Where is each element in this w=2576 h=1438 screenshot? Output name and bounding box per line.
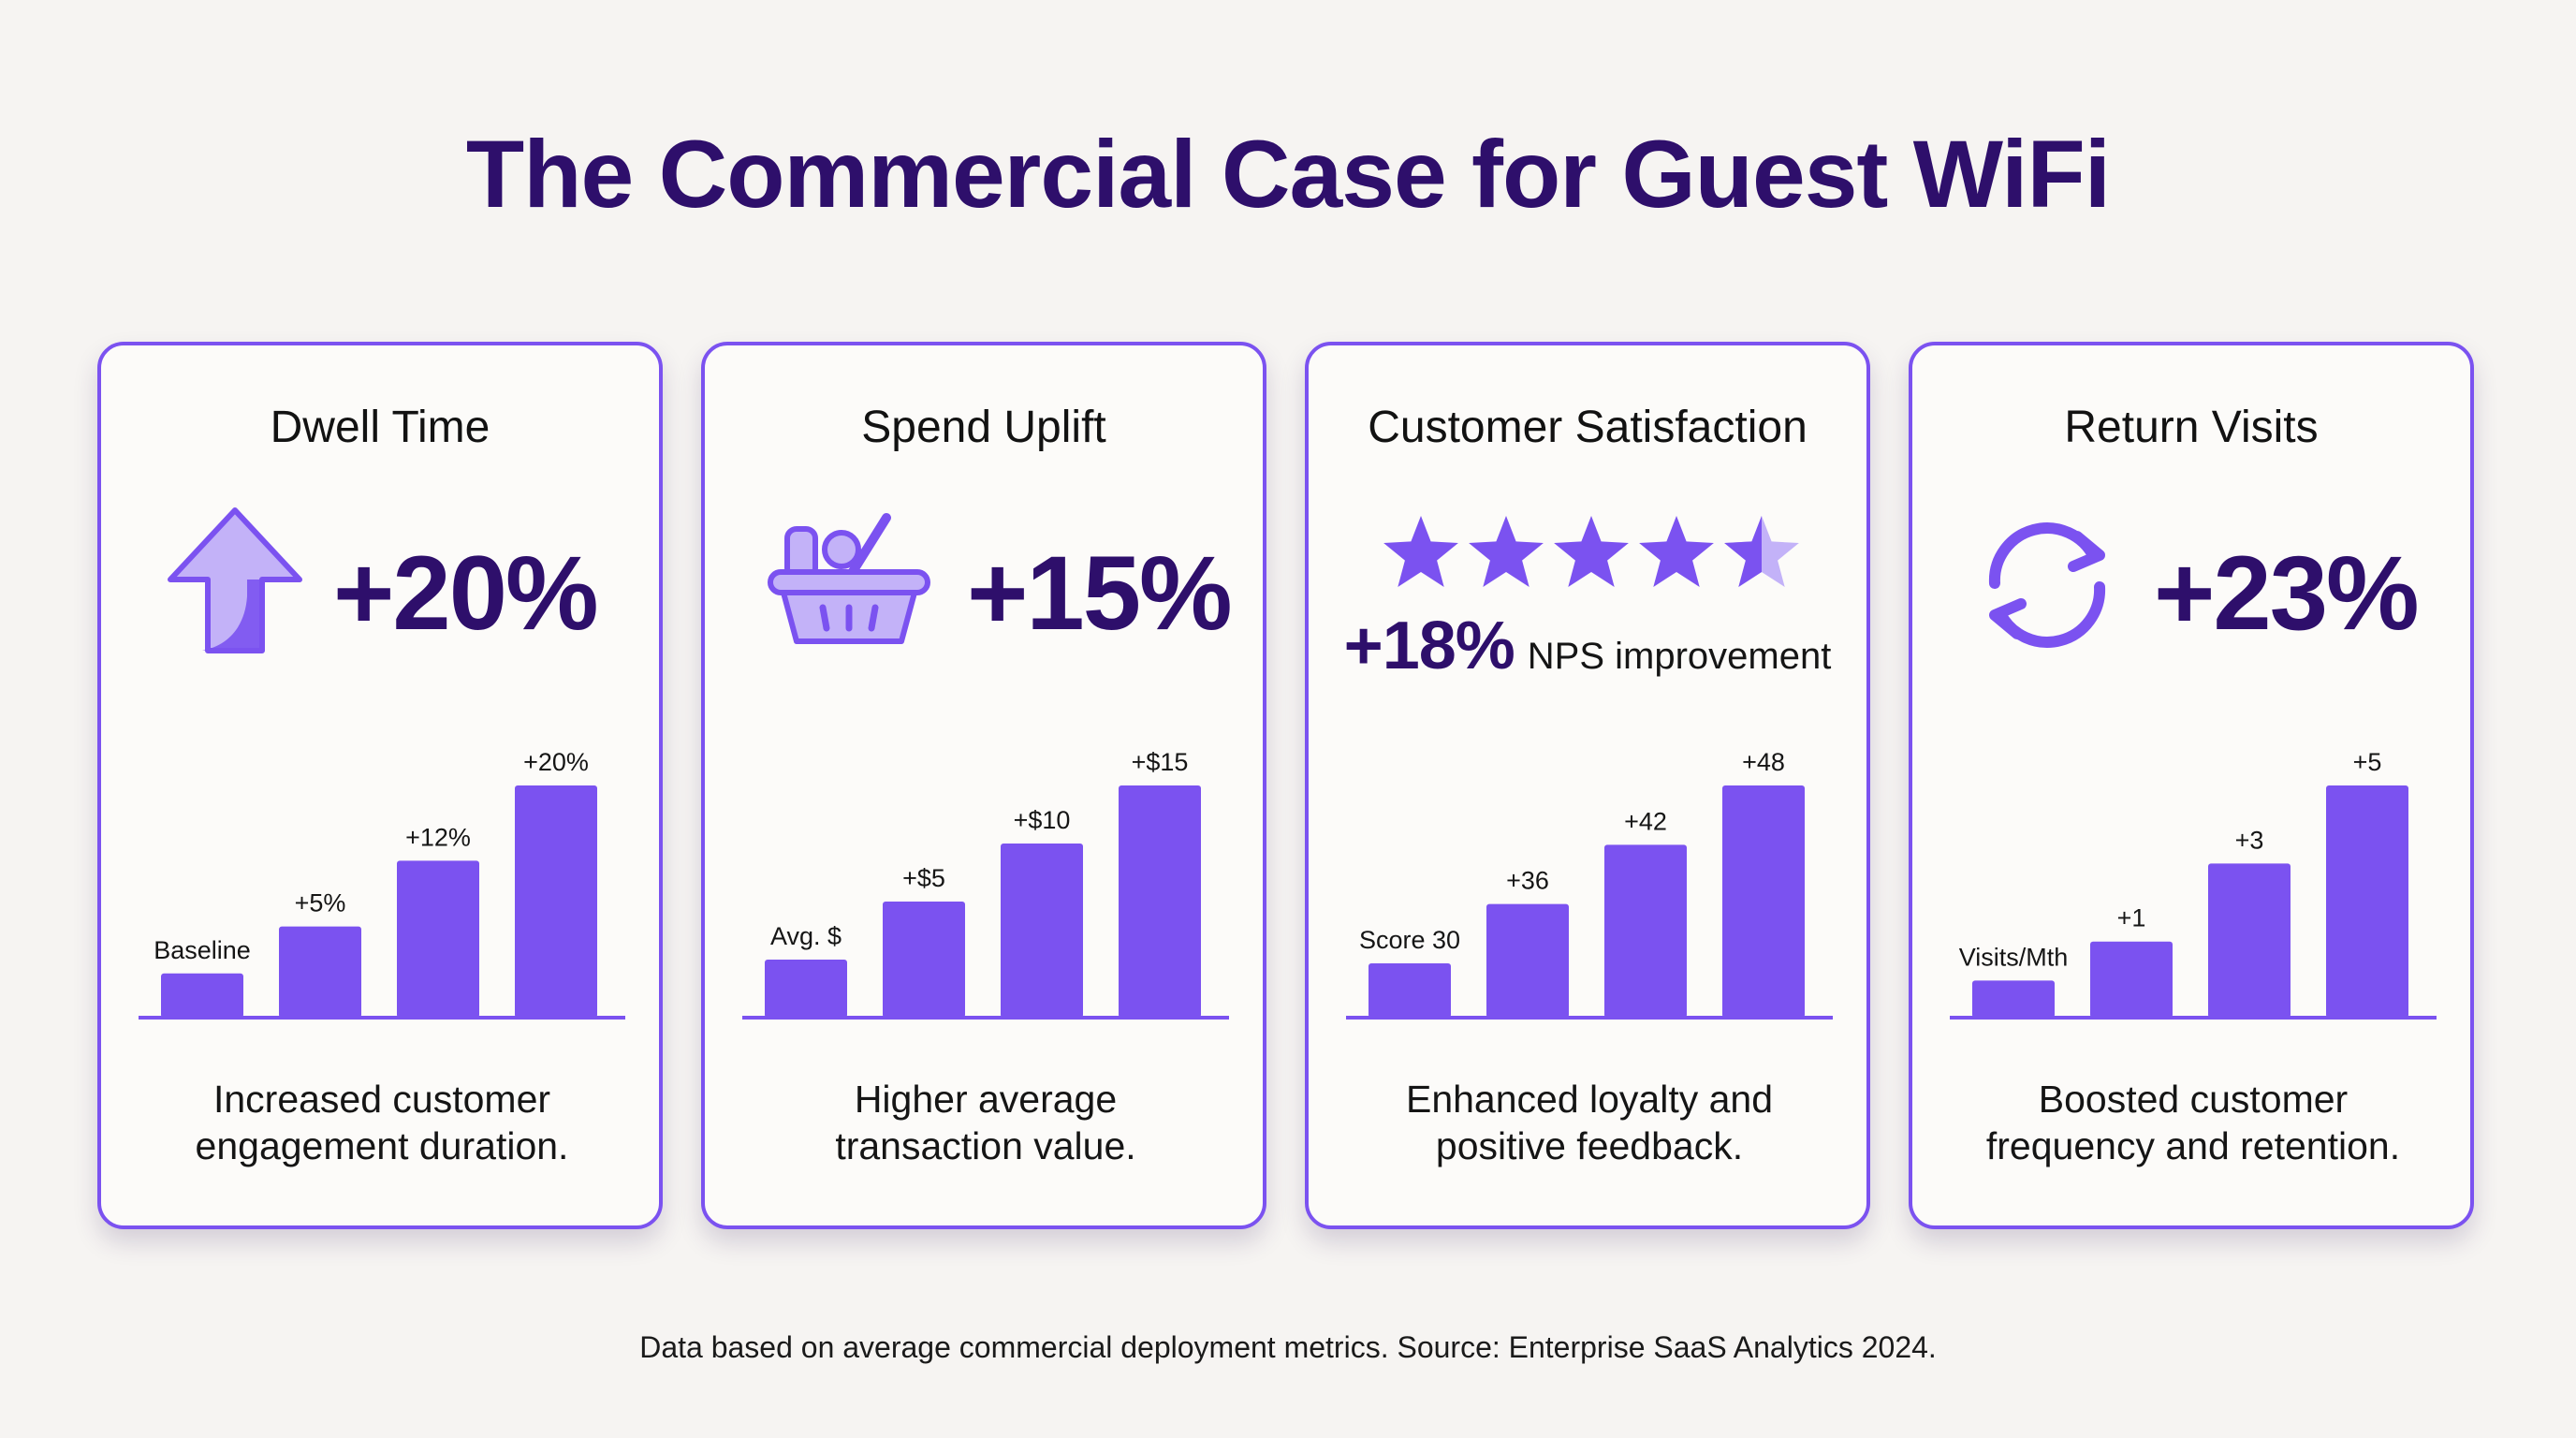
star-full-icon <box>1639 516 1714 587</box>
bar <box>1604 844 1687 1018</box>
page-title: The Commercial Case for Guest WiFi <box>465 121 2111 227</box>
bar <box>161 973 243 1018</box>
card-title: Spend Uplift <box>861 403 1106 452</box>
card-description: Increased customer engagement duration. <box>120 1076 644 1169</box>
bar-label: +1 <box>2117 904 2146 932</box>
description-line-1: Enhanced loyalty and <box>1405 1078 1774 1121</box>
bar-label: +42 <box>1624 807 1667 835</box>
card-spend-uplift: Spend Uplift +15% Avg. $ +$5 +$10 +$15 High… <box>701 342 1266 1229</box>
bar <box>515 785 597 1018</box>
star-rating-icon <box>1383 516 1799 587</box>
metric-label: NPS improvement <box>1527 636 1832 677</box>
bar <box>1001 844 1083 1018</box>
customer-satisfaction-bar-chart: Score 30 +36 +42 +48 <box>1346 748 1833 1020</box>
metric-value: +23% <box>2154 535 2420 652</box>
bar-label: +5 <box>2353 748 2382 776</box>
bar-label: +36 <box>1506 867 1549 895</box>
bar-label: Baseline <box>154 936 251 964</box>
bar <box>1119 785 1201 1018</box>
refresh-cycle-icon <box>1988 522 2106 648</box>
footnote: Data based on average commercial deploym… <box>639 1330 1937 1364</box>
description-line-2: engagement duration. <box>195 1124 569 1167</box>
star-full-icon <box>1554 516 1629 587</box>
return-visits-bar-chart: Visits/Mth +1 +3 +5 <box>1950 748 2437 1020</box>
bar <box>397 860 479 1018</box>
bar-label: +12% <box>405 823 471 851</box>
bar <box>1722 785 1805 1018</box>
star-full-icon <box>1469 516 1544 587</box>
bar <box>279 926 361 1018</box>
bar <box>1368 962 1451 1018</box>
bar-label: +$15 <box>1132 748 1189 776</box>
dwell-time-bar-chart: Baseline +5% +12% +20% <box>139 748 625 1020</box>
nps-row: +18% NPS improvement <box>1309 608 1866 684</box>
arrow-up-icon <box>168 507 302 653</box>
card-dwell-time: Dwell Time +20% Baseline +5% +12% +20% Incr… <box>97 342 663 1229</box>
bar-label: +20% <box>523 748 589 776</box>
spend-uplift-bar-chart: Avg. $ +$5 +$10 +$15 <box>742 748 1229 1020</box>
bar <box>2090 941 2173 1018</box>
bar <box>883 902 965 1018</box>
bar-label: +5% <box>295 889 346 917</box>
metric-value: +20% <box>333 535 599 652</box>
card-return-visits: Return Visits +23% Visits/Mth +1 +3 +5 Boos… <box>1909 342 2474 1229</box>
card-customer-satisfaction: Customer Satisfaction +18% NPS improvemen… <box>1305 342 1870 1229</box>
shopping-basket-icon <box>768 513 930 644</box>
card-description: Higher average transaction value. <box>724 1076 1248 1169</box>
card-title: Return Visits <box>2064 403 2319 452</box>
card-title: Customer Satisfaction <box>1368 403 1808 452</box>
card-description: Enhanced loyalty and positive feedback. <box>1327 1076 1852 1169</box>
description-line-1: Higher average <box>854 1078 1118 1121</box>
bar-label: +3 <box>2235 826 2264 854</box>
bar <box>2208 863 2291 1018</box>
card-title: Dwell Time <box>270 403 490 452</box>
bar-label: Score 30 <box>1359 926 1460 954</box>
bar-label: +$5 <box>902 864 945 892</box>
bar-label: +48 <box>1742 748 1785 776</box>
star-half-fill <box>1724 516 1762 587</box>
bar-label: Visits/Mth <box>1959 943 2069 971</box>
bar <box>1486 903 1569 1018</box>
bar-label: Avg. $ <box>770 922 842 950</box>
bar <box>1972 980 2055 1018</box>
star-full-icon <box>1383 516 1458 587</box>
description-line-1: Boosted customer <box>2038 1078 2349 1121</box>
bar <box>2326 785 2408 1018</box>
bar-label: +$10 <box>1014 806 1071 834</box>
description-line-2: frequency and retention. <box>1985 1124 2401 1167</box>
description-line-2: positive feedback. <box>1435 1124 1744 1167</box>
card-description: Boosted customer frequency and retention… <box>1931 1076 2455 1169</box>
description-line-1: Increased customer <box>212 1078 551 1121</box>
metric-value: +18% <box>1343 609 1515 683</box>
metric-value: +15% <box>967 535 1233 652</box>
description-line-2: transaction value. <box>835 1124 1136 1167</box>
bar <box>765 960 847 1018</box>
